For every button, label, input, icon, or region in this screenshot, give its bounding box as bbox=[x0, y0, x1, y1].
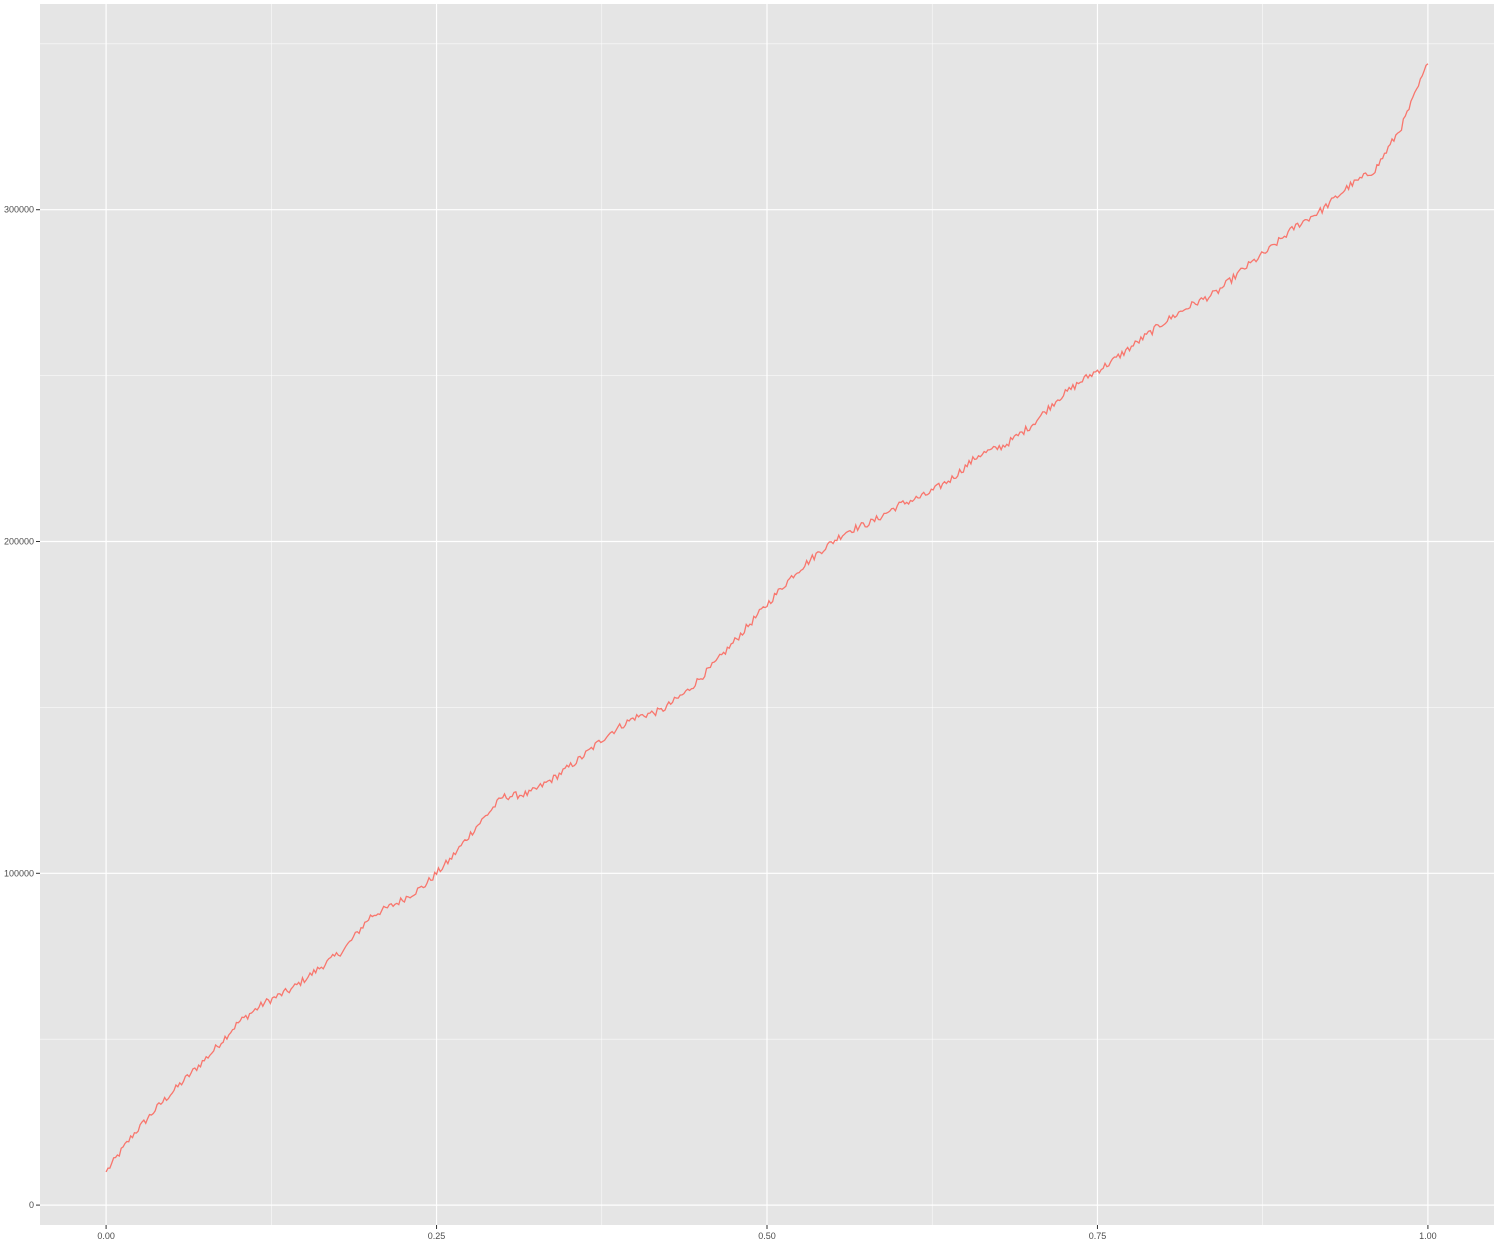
y-tick-label: 0 bbox=[29, 1200, 34, 1210]
x-tick-label: 0.75 bbox=[1089, 1231, 1107, 1241]
y-tick-label: 200000 bbox=[4, 537, 34, 547]
major-gridlines bbox=[40, 4, 1494, 1225]
x-tick-label: 0.50 bbox=[758, 1231, 776, 1241]
series-line bbox=[105, 63, 1429, 1173]
x-tick-label: 0.00 bbox=[97, 1231, 115, 1241]
x-tick-label: 1.00 bbox=[1419, 1231, 1437, 1241]
y-tick-label: 300000 bbox=[4, 205, 34, 215]
y-tick-label: 100000 bbox=[4, 868, 34, 878]
y-axis: 0 100000 200000 300000 bbox=[4, 205, 40, 1210]
x-tick-label: 0.25 bbox=[428, 1231, 446, 1241]
x-axis: 0.00 0.25 0.50 0.75 1.00 bbox=[97, 1225, 1437, 1241]
